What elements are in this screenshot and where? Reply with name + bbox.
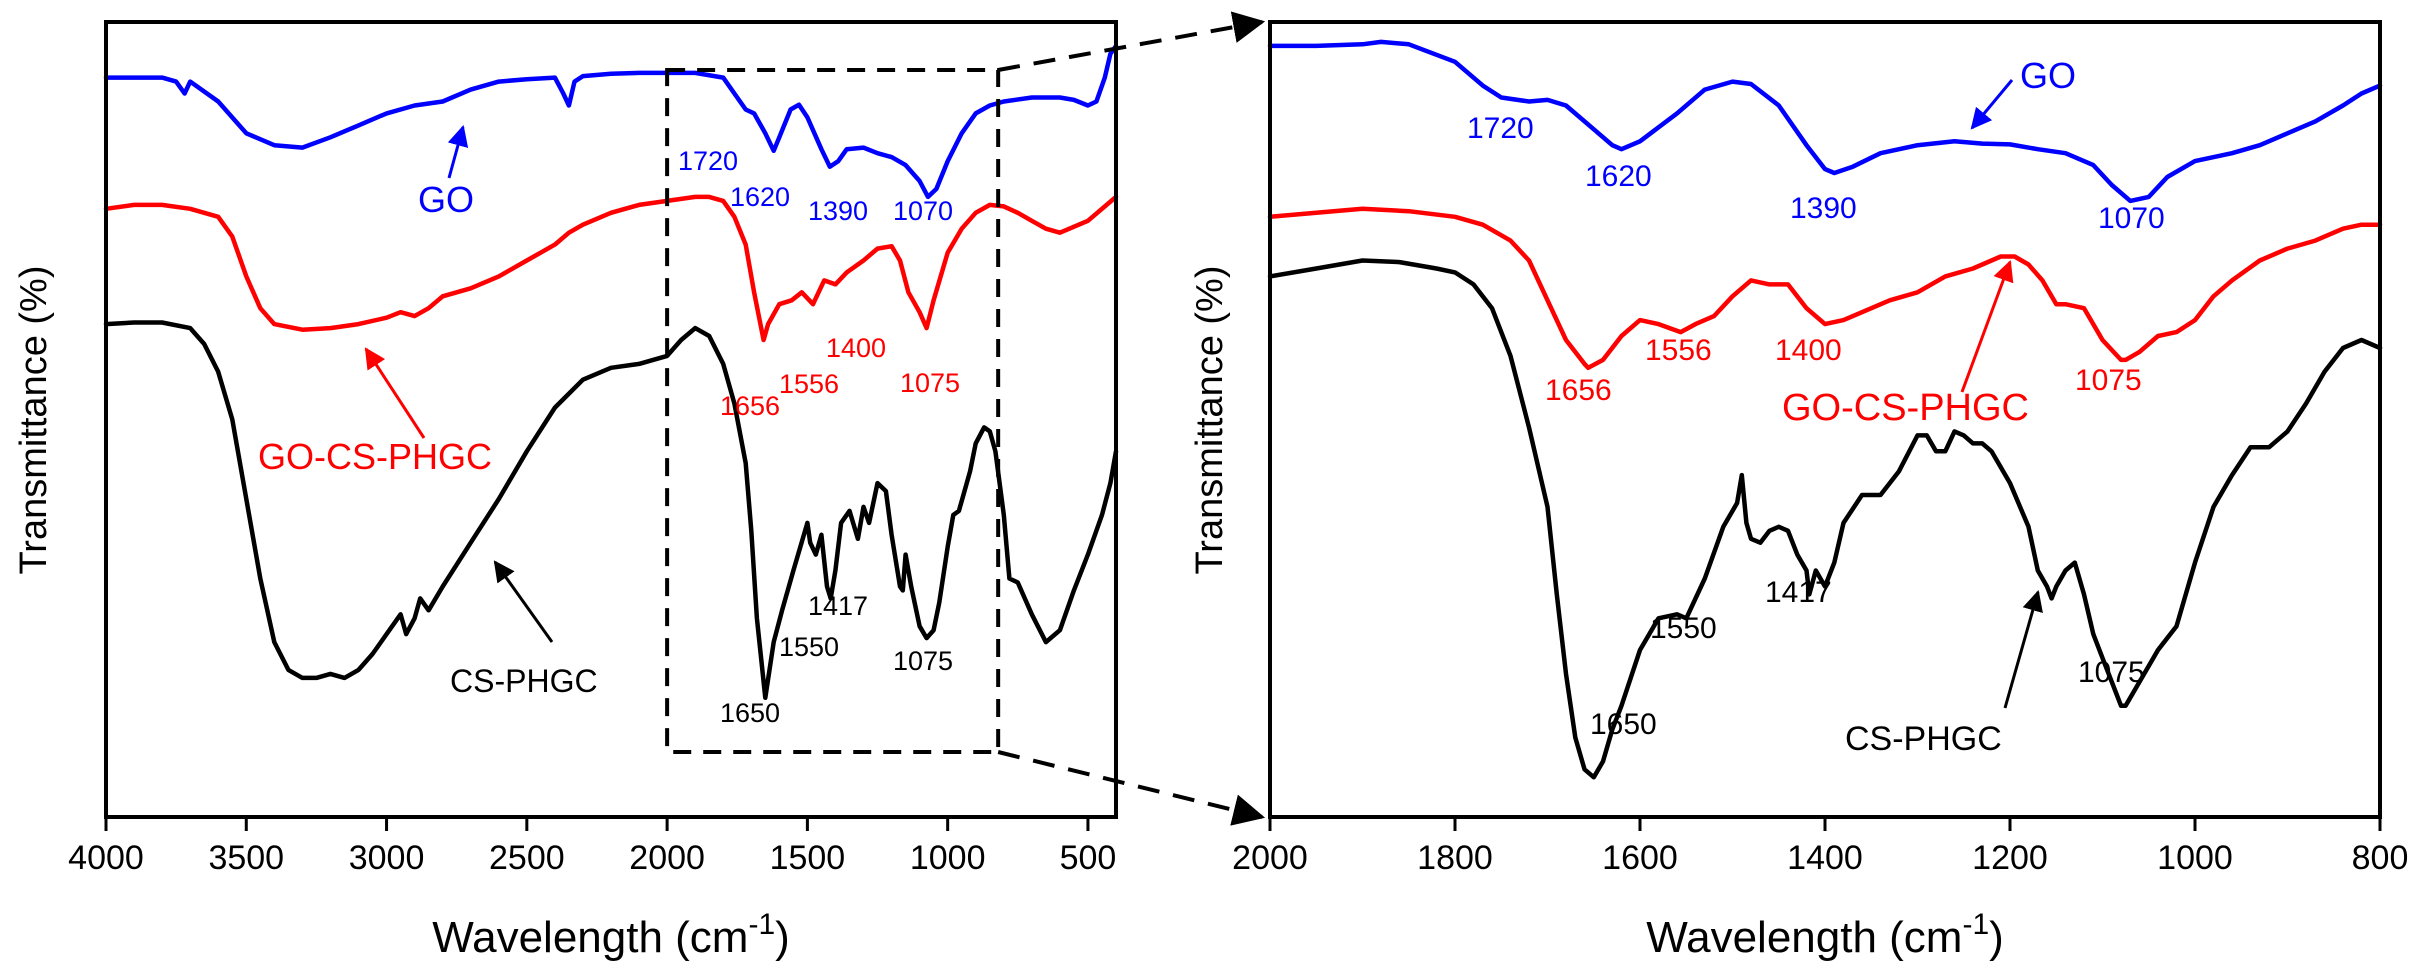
peak-label: 1075 bbox=[893, 646, 953, 676]
x-tick-label: 2000 bbox=[629, 839, 705, 877]
series-line-go-cs-phgc bbox=[103, 194, 1119, 343]
x-tick-label: 3000 bbox=[349, 839, 425, 877]
x-tick-label: 800 bbox=[2352, 839, 2409, 877]
peak-label: 1620 bbox=[730, 182, 790, 212]
peak-label: 1417 bbox=[808, 591, 868, 621]
x-axis-label-right: Wavelength (cm-1) bbox=[1646, 908, 2004, 962]
x-tick-label: 1000 bbox=[2157, 839, 2233, 877]
series-line-cs-phgc bbox=[103, 320, 1119, 701]
x-axis-label-left: Wavelength (cm-1) bbox=[432, 908, 790, 962]
x-tick-label: 4000 bbox=[68, 839, 144, 877]
pointer-arrow bbox=[364, 347, 426, 439]
x-tick-label: 3500 bbox=[208, 839, 284, 877]
peak-label: 1656 bbox=[1545, 374, 1612, 407]
peak-label: 1075 bbox=[900, 368, 960, 398]
series-lines-left bbox=[103, 43, 1119, 701]
series-label-go-left: GO bbox=[418, 179, 474, 220]
x-tick-label: 1200 bbox=[1972, 839, 2048, 877]
peak-label: 1400 bbox=[826, 333, 886, 363]
series-line-go-cs-phgc bbox=[1267, 206, 2383, 371]
x-tick-label: 1800 bbox=[1417, 839, 1493, 877]
peak-label: 1417 bbox=[1765, 576, 1832, 609]
peak-label: 1720 bbox=[1467, 112, 1534, 145]
series-line-go bbox=[1267, 39, 2383, 204]
pointer-arrow bbox=[2003, 589, 2043, 709]
x-tick-label: 2000 bbox=[1232, 839, 1308, 877]
zoom-box bbox=[665, 68, 1001, 754]
x-tick-label: 500 bbox=[1060, 839, 1117, 877]
peak-label: 1390 bbox=[808, 196, 868, 226]
zoom-connector-top bbox=[997, 11, 1266, 72]
y-axis-label-left: Transmittance (%) bbox=[13, 266, 55, 575]
x-tick-label: 1000 bbox=[910, 839, 986, 877]
pointer-arrow bbox=[493, 560, 554, 643]
series-label-cs-phgc-right: CS-PHGC bbox=[1845, 720, 2002, 758]
pointer-arrow bbox=[1960, 260, 2014, 393]
annotations-right: 1720 1620 1390 1070 1656 1556 1400 1075 … bbox=[1467, 112, 2165, 741]
x-ticks-left: 4000 3500 3000 2500 2000 1500 1000 500 bbox=[68, 817, 1116, 877]
peak-label: 1075 bbox=[2078, 656, 2145, 689]
peak-label: 1650 bbox=[720, 698, 780, 728]
x-tick-label: 2500 bbox=[489, 839, 565, 877]
x-ticks-right: 2000 1800 1600 1400 1200 1000 800 bbox=[1232, 817, 2408, 877]
panel-right: 2000 1800 1600 1400 1200 1000 800 Transmittanc… bbox=[1189, 20, 2408, 962]
x-tick-label: 1600 bbox=[1602, 839, 1678, 877]
series-label-go-cs-phgc-left: GO-CS-PHGC bbox=[258, 436, 492, 477]
peak-label: 1720 bbox=[678, 146, 738, 176]
peak-label: 1550 bbox=[1650, 612, 1717, 645]
series-lines-right bbox=[1267, 39, 2383, 780]
peak-label: 1550 bbox=[779, 632, 839, 662]
zoom-connector-bottom bbox=[997, 750, 1266, 826]
peak-label: 1556 bbox=[779, 369, 839, 399]
plot-frame-left bbox=[104, 20, 1118, 819]
x-tick-label: 1500 bbox=[770, 839, 846, 877]
series-label-go-cs-phgc-right: GO-CS-PHGC bbox=[1782, 387, 2029, 429]
peak-label: 1650 bbox=[1590, 708, 1657, 741]
pointer-arrow bbox=[1970, 79, 2014, 130]
panel-left: 4000 3500 3000 2500 2000 1500 1000 500 Transmit… bbox=[13, 20, 1119, 962]
peak-label: 1656 bbox=[720, 391, 780, 421]
peak-label: 1390 bbox=[1790, 192, 1857, 225]
peak-label: 1400 bbox=[1775, 334, 1842, 367]
series-line-cs-phgc bbox=[1267, 258, 2383, 780]
y-axis-label-right: Transmittance (%) bbox=[1189, 266, 1231, 575]
peak-label: 1070 bbox=[893, 196, 953, 226]
series-label-cs-phgc-left: CS-PHGC bbox=[450, 663, 598, 699]
peak-label: 1075 bbox=[2075, 364, 2142, 397]
pointer-arrow bbox=[447, 124, 469, 179]
series-label-go-right: GO bbox=[2020, 55, 2076, 96]
plot-frame-right bbox=[1268, 20, 2382, 819]
peak-label: 1070 bbox=[2098, 202, 2165, 235]
x-tick-label: 1400 bbox=[1787, 839, 1863, 877]
annotations-left: 1720 1620 1390 1070 1656 1556 1400 1075 … bbox=[678, 146, 960, 728]
series-line-go bbox=[103, 43, 1119, 200]
peak-label: 1556 bbox=[1645, 334, 1712, 367]
peak-label: 1620 bbox=[1585, 160, 1652, 193]
